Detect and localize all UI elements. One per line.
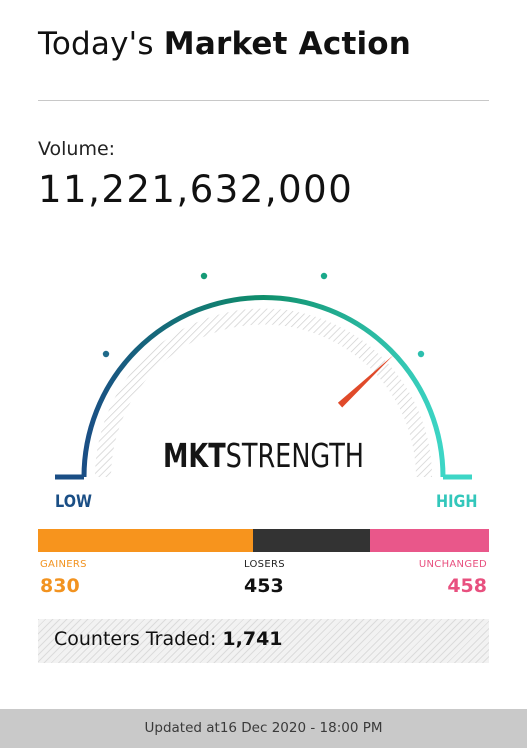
title-bold: Market Action — [163, 26, 412, 62]
gauge-tick-dot — [417, 350, 425, 358]
counters-traded: Counters Traded: 1,741 — [54, 628, 283, 650]
unchanged-label: UNCHANGED — [418, 559, 487, 570]
losers-segment — [253, 529, 371, 552]
gauge-title-regular: STRENGTH — [225, 436, 364, 475]
counters-traded-value: 1,741 — [222, 628, 283, 650]
page-title: Today's Market Action — [38, 26, 411, 62]
unchanged-value: 458 — [447, 575, 487, 597]
losers-value: 453 — [244, 575, 284, 597]
gainers-value: 830 — [40, 575, 80, 597]
gauge-low-label: LOW — [55, 492, 92, 512]
gauge-title-bold: MKT — [163, 436, 226, 475]
updated-footer: Updated at16 Dec 2020 - 18:00 PM — [0, 709, 527, 748]
title-regular: Today's — [38, 26, 154, 62]
counters-traded-box: Counters Traded: 1,741 — [38, 619, 489, 663]
gainers-label: GAINERS — [40, 559, 87, 570]
breadth-bar — [38, 529, 489, 552]
volume-label: Volume: — [38, 138, 116, 160]
breadth-stats: GAINERS 830 LOSERS 453 UNCHANGED 458 — [38, 559, 489, 601]
unchanged-segment — [370, 529, 489, 552]
gauge-high-label: HIGH — [436, 492, 478, 512]
gauge-title: MKTSTRENGTH — [37, 436, 490, 475]
gauge-tick-dot — [102, 350, 110, 358]
volume-value: 11,221,632,000 — [38, 168, 354, 211]
gainers-segment — [38, 529, 253, 552]
gauge-needle — [337, 355, 394, 408]
gauge-tick-dot — [320, 272, 328, 280]
market-strength-gauge: MKTSTRENGTH LOW HIGH — [0, 250, 527, 520]
gauge-arc — [81, 295, 446, 478]
losers-label: LOSERS — [244, 559, 285, 570]
gauge-graphic — [55, 272, 472, 480]
gauge-tick-dot — [200, 272, 208, 280]
counters-traded-label: Counters Traded: — [54, 628, 217, 650]
header-divider — [38, 100, 489, 101]
